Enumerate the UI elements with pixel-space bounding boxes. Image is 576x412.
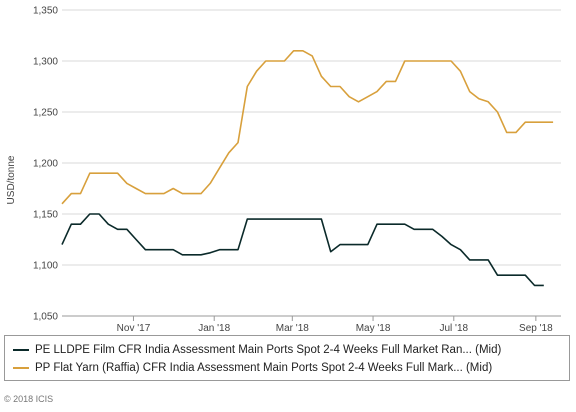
legend-item-pp-flat-yarn[interactable]: PP Flat Yarn (Raffia) CFR India Assessme…	[13, 360, 492, 376]
x-tick-label: Jan '18	[198, 323, 230, 334]
legend-swatch-pp-flat-yarn	[13, 367, 29, 369]
legend-label-pe-lldpe: PE LLDPE Film CFR India Assessment Main …	[35, 344, 502, 356]
y-tick-label: 1,350	[33, 6, 58, 17]
x-tick-label: Mar '18	[276, 323, 309, 334]
y-axis: 1,050 1,100 1,150 1,200 1,250 1,300 1,350	[33, 6, 58, 323]
x-tick-label: May '18	[356, 323, 391, 334]
line-chart: 1,050 1,100 1,150 1,200 1,250 1,300 1,350 Nov …	[6, 6, 561, 334]
chart-gridlines	[62, 9, 561, 317]
y-tick-label: 1,100	[33, 261, 58, 272]
chart-series	[61, 50, 554, 287]
chart-legend: PE LLDPE Film CFR India Assessment Main …	[4, 335, 570, 381]
x-tick-label: Nov '17	[117, 323, 151, 334]
series-line-pe-lldpe[interactable]	[61, 213, 544, 287]
y-tick-label: 1,200	[33, 159, 58, 170]
y-tick-label: 1,250	[33, 108, 58, 119]
x-tick-label: Sep '18	[519, 323, 553, 334]
y-tick-label: 1,150	[33, 210, 58, 221]
y-tick-label: 1,300	[33, 57, 58, 68]
y-axis-title: USD/tonne	[6, 155, 17, 204]
series-line-pp-flat-yarn[interactable]	[61, 50, 554, 205]
legend-item-pe-lldpe[interactable]: PE LLDPE Film CFR India Assessment Main …	[13, 342, 501, 358]
legend-label-pp-flat-yarn: PP Flat Yarn (Raffia) CFR India Assessme…	[35, 362, 493, 374]
copyright-footer: © 2018 ICIS	[4, 394, 54, 404]
legend-swatch-pe-lldpe	[13, 349, 29, 351]
y-tick-label: 1,050	[33, 312, 58, 323]
x-tick-label: Jul '18	[439, 323, 468, 334]
x-axis: Nov '17 Jan '18 Mar '18 May '18 Jul '18 Sep '…	[62, 315, 561, 334]
